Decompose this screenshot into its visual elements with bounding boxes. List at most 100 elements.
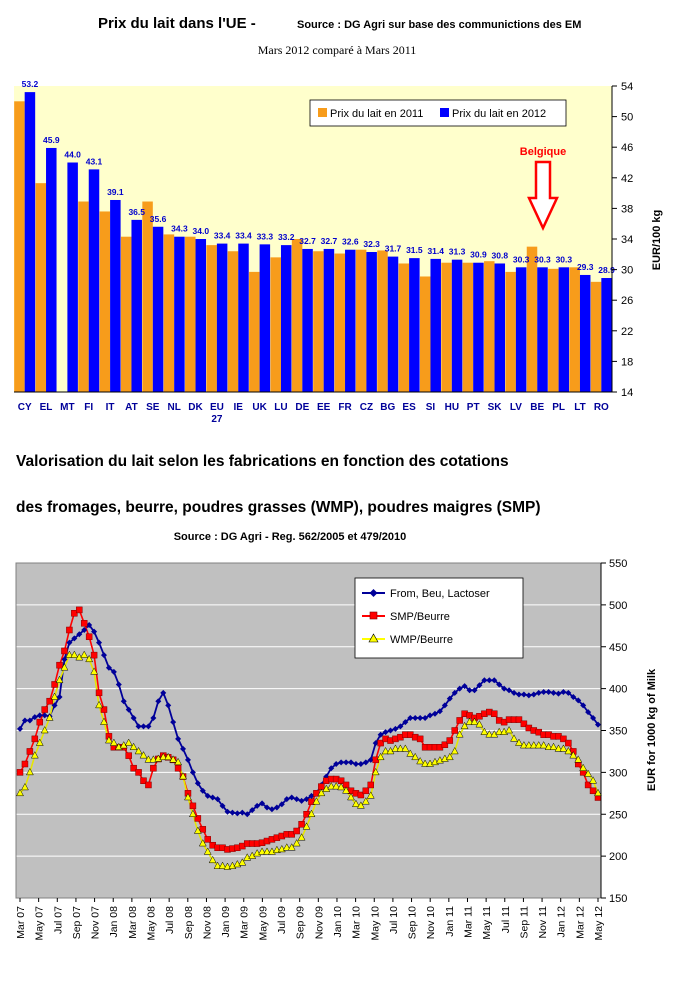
point-smp-beurre-14 [85,633,93,640]
point-from-beu-lactoser-50 [264,804,271,811]
x2-tick-label-nov-11: Nov 11 [537,906,549,939]
point-from-beu-lactoser-4 [36,712,43,719]
point-wmp-beurre-88 [450,746,459,755]
legend-marker-from-diamond [369,589,378,597]
point-from-beu-lactoser-95 [486,677,493,684]
x2-tick-label-jul-08: Jul 08 [164,906,176,934]
point-wmp-beurre-17 [100,717,108,725]
point-wmp-beurre-113 [574,755,583,763]
point-smp-beurre-73 [377,739,384,747]
point-from-beu-lactoser-86 [441,702,448,709]
y-tick-label-30: 30 [621,265,633,277]
point-from-beu-lactoser-31 [170,719,177,726]
milk-price-bar-chart: Prix du lait dans l'UE - Source : DG Agr… [0,0,674,450]
y2-tick-label-250: 250 [609,809,627,821]
point-wmp-beurre-39 [208,855,217,864]
x2-tick-label-jul-09: Jul 09 [276,906,288,934]
point-smp-beurre-88 [451,727,458,734]
point-from-beu-lactoser-46 [244,811,251,818]
point-smp-beurre-36 [194,815,202,822]
point-wmp-beurre-80 [411,752,420,761]
point-from-beu-lactoser-115 [585,709,592,716]
point-from-beu-lactoser-107 [545,688,552,695]
x2-tick-label-may-07: May 07 [34,906,46,941]
x2-tick-label-jul-10: Jul 10 [388,906,400,934]
point-smp-beurre-110 [560,735,567,743]
bar-2012-nl [174,236,185,392]
bar-2012-uk [259,244,271,392]
point-smp-beurre-81 [416,735,424,743]
x2-tick-label-sep-07: Sep 07 [71,906,83,939]
point-wmp-beurre-63 [327,782,336,790]
bar-2011-se [142,201,153,392]
point-wmp-beurre-100 [510,734,518,742]
point-smp-beurre-0 [16,769,24,776]
point-wmp-beurre-117 [594,788,602,797]
point-wmp-beurre-15 [90,667,99,675]
point-smp-beurre-71 [367,781,375,789]
point-wmp-beurre-97 [495,727,504,735]
legend-marker-smp-square [369,611,378,620]
point-smp-beurre-8 [56,661,63,669]
value-label-ie: 33.4 [235,231,252,241]
legend-label-wmp: WMP/Beurre [390,634,453,646]
point-smp-beurre-11 [71,610,78,617]
point-wmp-beurre-23 [129,742,138,750]
value-label-ee: 32.7 [321,236,338,246]
bar-2011-si [419,276,431,392]
x2-tick-label-may-12: May 12 [593,906,605,941]
bar-2011-sk [484,261,495,392]
bar-2012-pl [558,267,570,392]
bar-2011-dk [185,236,196,392]
bar-2011-fr [334,253,346,392]
point-wmp-beurre-111 [564,746,573,755]
point-from-beu-lactoser-74 [382,729,389,736]
point-from-beu-lactoser-113 [575,697,582,704]
point-wmp-beurre-45 [238,858,247,866]
point-wmp-beurre-4 [35,738,44,746]
belgique-annotation: Belgique [520,146,566,158]
point-from-beu-lactoser-82 [422,714,429,721]
x-tick-be: BE [530,402,544,413]
x-tick-ro: RO [594,402,609,413]
point-from-beu-lactoser-102 [520,691,527,698]
point-from-beu-lactoser-17 [100,652,107,659]
point-wmp-beurre-9 [60,663,69,671]
bar-2012-cy [24,92,36,393]
point-smp-beurre-7 [51,681,58,688]
bar-2012-ie [238,243,249,392]
point-from-beu-lactoser-91 [466,687,473,694]
y2-tick-label-350: 350 [609,726,627,738]
point-smp-beurre-70 [362,787,370,795]
value-label-fi: 43.1 [86,156,103,166]
milk-valuation-line-chart: Valorisation du lait selon les fabricati… [15,453,658,941]
point-wmp-beurre-38 [203,847,212,855]
x-tick-el: EL [40,402,53,413]
value-label-cy: 53.2 [22,79,39,89]
point-from-beu-lactoser-112 [570,694,577,700]
y2-tick-label-400: 400 [609,684,627,696]
bar-2012-eu-27 [216,243,228,392]
point-wmp-beurre-102 [519,741,528,749]
point-from-beu-lactoser-27 [150,714,157,721]
point-from-beu-lactoser-20 [115,681,122,688]
point-from-beu-lactoser-57 [298,797,305,804]
point-from-beu-lactoser-24 [135,723,142,730]
x-tick-sk: SK [488,402,503,413]
x2-tick-label-nov-08: Nov 08 [201,906,213,939]
point-from-beu-lactoser-65 [338,759,345,766]
point-smp-beurre-69 [357,791,365,799]
point-smp-beurre-61 [318,783,325,790]
point-wmp-beurre-54 [282,843,291,851]
bar-2012-ee [323,248,335,392]
point-from-beu-lactoser-22 [125,706,132,713]
chart2-y-label: EUR for 1000 kg of Milk [646,668,658,791]
legend-label-2012: Prix du lait en 2012 [452,108,546,120]
x-tick-lt: LT [574,402,585,413]
point-from-beu-lactoser-73 [377,731,384,738]
point-smp-beurre-1 [21,760,29,768]
point-wmp-beurre-99 [505,725,513,734]
point-smp-beurre-12 [76,606,83,614]
y-tick-label-34: 34 [621,234,633,246]
point-smp-beurre-115 [584,781,592,789]
